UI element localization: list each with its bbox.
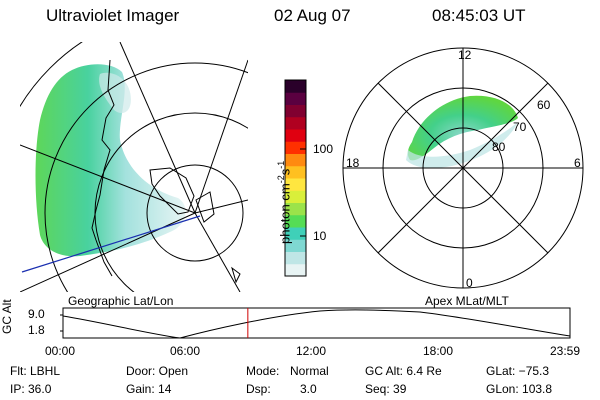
timeline-y-top: 9.0	[28, 307, 45, 321]
mlt-label-0: 0	[466, 276, 473, 290]
colorbar-cell	[285, 214, 306, 228]
status-mode-value: Normal	[290, 364, 329, 378]
time-label: 08:45:03 UT	[432, 6, 526, 25]
timeline-tick-0600: 06:00	[170, 344, 201, 358]
colorbar-tick-10: 10	[313, 229, 327, 243]
status-gc-alt: GC Alt: 6.4 Re	[365, 364, 442, 378]
mlat-label-80: 80	[492, 140, 506, 154]
colorbar-cell	[285, 202, 306, 216]
timeline-tick-2359: 23:59	[550, 344, 581, 358]
status-ip: IP: 36.0	[10, 382, 52, 396]
aurora-speckle	[99, 72, 131, 114]
colorbar-cell	[285, 92, 306, 105]
status-gain: Gain: 14	[126, 382, 172, 396]
right-panel-caption: Apex MLat/MLT	[425, 294, 509, 308]
mlat-label-70: 70	[513, 120, 527, 134]
colorbar-cell	[285, 80, 306, 93]
colorbar-cell	[285, 104, 306, 118]
colorbar-cell	[285, 178, 306, 191]
colorbar-cell	[285, 165, 306, 179]
status-dsp-value: 3.0	[300, 382, 317, 396]
status-glat: GLat: −75.3	[486, 364, 550, 378]
timeline-tick-1200: 12:00	[296, 344, 327, 358]
date-label: 02 Aug 07	[274, 6, 351, 25]
orbit-track	[21, 215, 201, 273]
status-door: Door: Open	[126, 364, 189, 378]
geographic-map	[20, 42, 248, 292]
left-panel-caption: Geographic Lat/Lon	[68, 294, 174, 308]
mlat-label-60: 60	[537, 98, 551, 112]
altitude-curve	[62, 309, 571, 339]
colorbar-unit-label: photon cm-2s-1	[276, 160, 293, 244]
coastline	[91, 59, 241, 284]
timeline-tick-0000: 00:00	[45, 344, 76, 358]
mlt-label-6: 6	[574, 156, 581, 170]
status-flt: Flt: LBHL	[10, 364, 61, 378]
timeline-tick-1800: 18:00	[423, 344, 454, 358]
colorbar-cell	[285, 239, 306, 252]
mlt-label-12: 12	[458, 48, 472, 62]
colorbar-cell	[285, 129, 306, 142]
status-glon: GLon: 103.8	[486, 382, 553, 396]
colorbar-cell	[285, 251, 306, 265]
status-seq: Seq: 39	[365, 382, 407, 396]
timeline-y-bottom: 1.8	[28, 323, 45, 337]
colorbar-cell	[285, 263, 306, 277]
instrument-title: Ultraviolet Imager	[46, 6, 180, 25]
mlt-label-18: 18	[346, 156, 360, 170]
polar-grid	[342, 47, 584, 289]
colorbar-cell	[285, 153, 306, 167]
colorbar-cell	[285, 190, 306, 203]
colorbar-tick-100: 100	[313, 142, 334, 156]
timeline-ylabel: GC Alt	[0, 299, 14, 334]
gc-alt-timeline	[60, 307, 571, 339]
colorbar	[284, 79, 307, 277]
colorbar-cell	[285, 141, 306, 154]
colorbar-cell	[285, 227, 306, 240]
colorbar-cell	[285, 116, 306, 130]
status-mode-label: Mode:	[246, 364, 280, 378]
status-dsp-label: Dsp:	[246, 382, 271, 396]
